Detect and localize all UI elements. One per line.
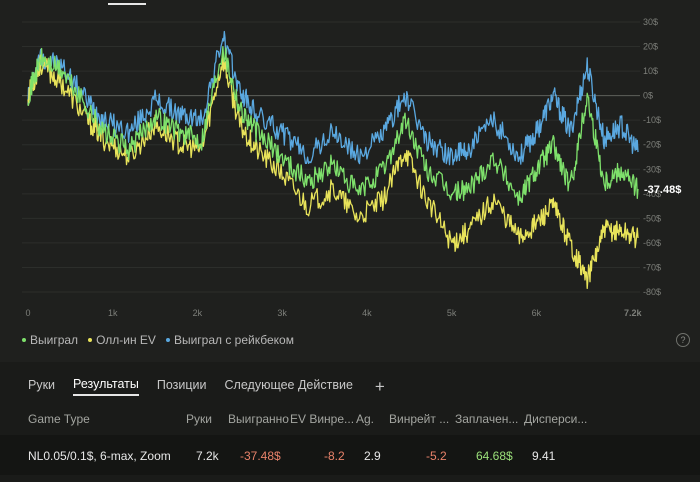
active-tab-indicator[interactable] [108,0,146,5]
y-tick-label: 20$ [643,42,658,52]
col-winrate[interactable]: Винрейт ... [389,412,450,426]
add-tab-icon[interactable]: + [374,376,385,396]
current-value-label: -37.48$ [644,184,681,196]
cell-aggression: 2.9 [364,449,381,463]
chart-legend: Выиграл Олл-ин EV Выиграл с рейкбеком [22,333,294,347]
tab-results[interactable]: Результаты [73,377,139,396]
y-tick-label: -20$ [643,140,661,150]
y-tick-label: -70$ [643,262,661,272]
results-tabs: Руки Результаты Позиции Следующее Действ… [28,377,385,396]
col-hands[interactable]: Руки [186,412,212,426]
y-tick-label: -60$ [643,238,661,248]
tab-next-action[interactable]: Следующее Действие [224,378,353,392]
col-aggression[interactable]: Ag. [356,412,375,426]
legend-dot-icon [165,338,170,342]
cell-hands: 7.2k [196,449,219,463]
x-tick-label: 2k [193,308,203,318]
chart-panel: 30$ 20$ 10$ 0$ -10$ -20$ -30$ -40$ -50$ -60$ -70$ -… [22,0,690,347]
legend-label: Выиграл [30,333,79,347]
y-tick-label: -80$ [643,287,661,297]
series-line-1 [27,52,639,290]
col-ev-winrate[interactable]: EV Винре... [290,412,355,426]
tab-hands[interactable]: Руки [28,378,56,392]
col-game-type[interactable]: Game Type [28,412,90,426]
y-tick-label: -40$ [643,189,661,199]
x-tick-label: 6k [532,308,542,318]
bottom-panel: Руки Результаты Позиции Следующее Действ… [0,362,700,482]
y-tick-label: 30$ [643,17,658,27]
col-won[interactable]: Выигранно [228,412,289,426]
legend-item-0[interactable]: Выиграл [22,333,78,347]
results-chart: 30$ 20$ 10$ 0$ -10$ -20$ -30$ -40$ -50$ -60$ -70$ -… [22,17,681,318]
tab-positions[interactable]: Позиции [156,378,207,392]
cell-variance: 9.41 [532,449,556,463]
cell-won: -37.48$ [240,449,281,463]
y-tick-label: 0$ [643,91,653,101]
legend-dot-icon [88,338,93,342]
x-tick-label: 7.2k [624,308,643,318]
legend-dot-icon [22,338,26,342]
help-icon[interactable]: ? [676,333,690,347]
cell-game-type: NL0.05/0.1$, 6-max, Zoom [28,449,171,463]
y-tick-label: -30$ [643,164,661,174]
x-tick-label: 0 [25,308,30,318]
cell-ev-winrate: -8.2 [324,449,345,463]
x-tick-label: 5k [447,308,457,318]
y-tick-label: -10$ [643,115,661,125]
y-tick-label: 10$ [643,66,658,76]
y-tick-label: -50$ [643,213,661,223]
series-line-0 [27,46,639,206]
x-tick-label: 4k [362,308,372,318]
legend-item-1[interactable]: Олл-ин EV [88,333,156,347]
legend-label: Выиграл с рейкбеком [173,333,294,347]
cell-winrate: -5.2 [426,449,447,463]
series-line-2 [27,30,639,166]
cell-rake-paid: 64.68$ [476,449,513,463]
col-variance[interactable]: Дисперси... [524,412,588,426]
col-rake-paid[interactable]: Заплачен... [455,412,519,426]
x-tick-label: 1k [108,308,118,318]
table-row[interactable] [0,435,700,475]
x-tick-label: 3k [277,308,287,318]
legend-item-2[interactable]: Выиграл с рейкбеком [165,333,294,347]
legend-label: Олл-ин EV [96,333,156,347]
